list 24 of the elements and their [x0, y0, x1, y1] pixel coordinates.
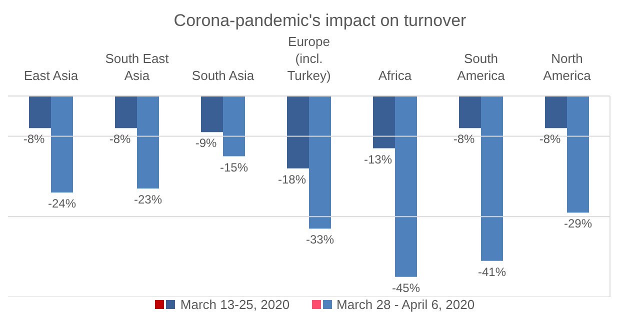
legend-label: March 13-25, 2020	[180, 297, 290, 312]
x-tick-label: South Asia	[192, 68, 255, 83]
x-tick-label: South East Asia	[105, 51, 170, 83]
data-label: -15%	[220, 160, 248, 174]
data-label: -8%	[539, 132, 561, 146]
data-label: -45%	[392, 280, 420, 295]
data-label: -29%	[564, 216, 592, 231]
legend-label: March 28 - April 6, 2020	[336, 297, 475, 312]
data-label: -8%	[453, 132, 475, 146]
data-label: -8%	[23, 132, 45, 146]
x-tick-label: Africa	[378, 68, 412, 83]
x-tick-label: North America	[543, 51, 592, 83]
x-tick-label: South America	[457, 51, 506, 83]
data-label: -24%	[48, 196, 76, 210]
data-label: -33%	[306, 232, 334, 247]
chart-title: Corona-pandemic's impact on turnover	[172, 10, 468, 32]
data-label: -18%	[278, 172, 306, 186]
data-label: -9%	[195, 136, 217, 150]
data-label: -41%	[478, 264, 506, 279]
data-label: -23%	[134, 192, 162, 206]
data-label: -13%	[364, 152, 392, 166]
x-tick-label: Europe (incl. Turkey)	[287, 34, 331, 83]
data-label: -8%	[109, 132, 131, 146]
x-tick-label: East Asia	[24, 68, 79, 83]
